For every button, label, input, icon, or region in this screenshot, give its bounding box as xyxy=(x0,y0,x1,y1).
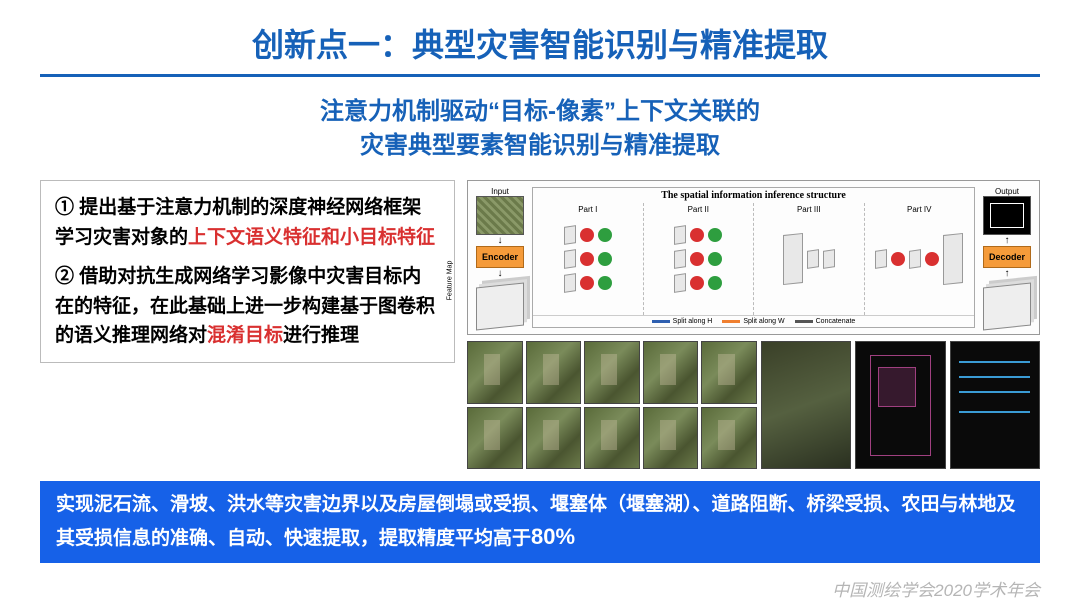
diagram-parts: Part I Part II Part III xyxy=(533,203,974,315)
bullet-2-post: 进行推理 xyxy=(283,325,359,346)
sample-thumb xyxy=(701,407,757,470)
sample-thumb xyxy=(526,407,582,470)
diagram-part-2: Part II xyxy=(644,203,755,315)
thumbnail-row xyxy=(467,341,1040,469)
diagram-middle: The spatial information inference struct… xyxy=(532,187,975,328)
diagram-part-3: Part III xyxy=(754,203,865,315)
input-image-icon xyxy=(476,196,524,235)
watermark: 中国测绘学会2020学术年会 xyxy=(832,576,1040,601)
sample-thumb xyxy=(584,341,640,404)
result-image-b xyxy=(855,341,945,469)
sample-thumb xyxy=(584,407,640,470)
bullet-2: ② 借助对抗生成网络学习影像中灾害目标内在的特征，在此基础上进一步构建基于图卷积… xyxy=(55,262,440,350)
bullet-box: ① 提出基于注意力机制的深度神经网络框架学习灾害对象的上下文语义特征和小目标特征… xyxy=(40,180,455,363)
part-1-label: Part I xyxy=(578,205,597,214)
sample-thumb xyxy=(643,341,699,404)
sample-thumb xyxy=(701,341,757,404)
input-label: Input xyxy=(491,187,509,196)
right-column: Input ↓ Encoder ↓ Feature Map The spatia… xyxy=(467,180,1040,469)
slide-subtitle: 注意力机制驱动“目标-像素”上下文关联的 灾害典型要素智能识别与精准提取 xyxy=(40,95,1040,162)
legend-1: Split along H xyxy=(673,318,713,325)
title-divider xyxy=(40,74,1040,77)
feature-map-icon xyxy=(476,282,524,330)
diagram-output-col: Output ↑ Decoder ↑ xyxy=(981,187,1033,328)
result-image-a xyxy=(761,341,851,469)
part-3-label: Part III xyxy=(797,205,821,214)
legend-3: Concatenate xyxy=(816,318,856,325)
summary-percent: 80% xyxy=(531,524,575,549)
architecture-diagram: Input ↓ Encoder ↓ Feature Map The spatia… xyxy=(467,180,1040,335)
encoder-block: Encoder xyxy=(476,246,524,268)
summary-bar: 实现泥石流、滑坡、洪水等灾害边界以及房屋倒塌或受损、堰塞体（堰塞湖）、道路阻断、… xyxy=(40,481,1040,563)
feature-map-label: Feature Map xyxy=(446,261,453,301)
decoder-block: Decoder xyxy=(983,246,1031,268)
sample-thumb xyxy=(467,407,523,470)
diagram-legend: Split along H Split along W Concatenate xyxy=(533,315,974,327)
diagram-part-1: Part I xyxy=(533,203,644,315)
output-image-icon xyxy=(983,196,1031,235)
subtitle-line-2: 灾害典型要素智能识别与精准提取 xyxy=(360,132,720,159)
bullet-1-highlight: 上下文语义特征和小目标特征 xyxy=(188,227,435,248)
left-column: ① 提出基于注意力机制的深度神经网络框架学习灾害对象的上下文语义特征和小目标特征… xyxy=(40,180,455,469)
part-4-label: Part IV xyxy=(907,205,931,214)
legend-2: Split along W xyxy=(743,318,784,325)
subtitle-line-1: 注意力机制驱动“目标-像素”上下文关联的 xyxy=(320,98,760,125)
output-label: Output xyxy=(995,187,1019,196)
diagram-input-col: Input ↓ Encoder ↓ Feature Map xyxy=(474,187,526,328)
result-image-c xyxy=(950,341,1040,469)
sample-thumb xyxy=(467,341,523,404)
content-row: ① 提出基于注意力机制的深度神经网络框架学习灾害对象的上下文语义特征和小目标特征… xyxy=(40,180,1040,469)
sample-thumb xyxy=(643,407,699,470)
slide-title: 创新点一：典型灾害智能识别与精准提取 xyxy=(40,20,1040,66)
thumbnail-grid xyxy=(467,341,757,469)
bullet-1: ① 提出基于注意力机制的深度神经网络框架学习灾害对象的上下文语义特征和小目标特征 xyxy=(55,193,440,252)
diagram-part-4: Part IV xyxy=(865,203,975,315)
part-2-label: Part II xyxy=(688,205,709,214)
diagram-title: The spatial information inference struct… xyxy=(533,188,974,203)
bullet-2-highlight: 混淆目标 xyxy=(207,325,283,346)
sample-thumb xyxy=(526,341,582,404)
slide: 创新点一：典型灾害智能识别与精准提取 注意力机制驱动“目标-像素”上下文关联的 … xyxy=(0,0,1080,607)
output-feature-icon xyxy=(983,282,1031,330)
